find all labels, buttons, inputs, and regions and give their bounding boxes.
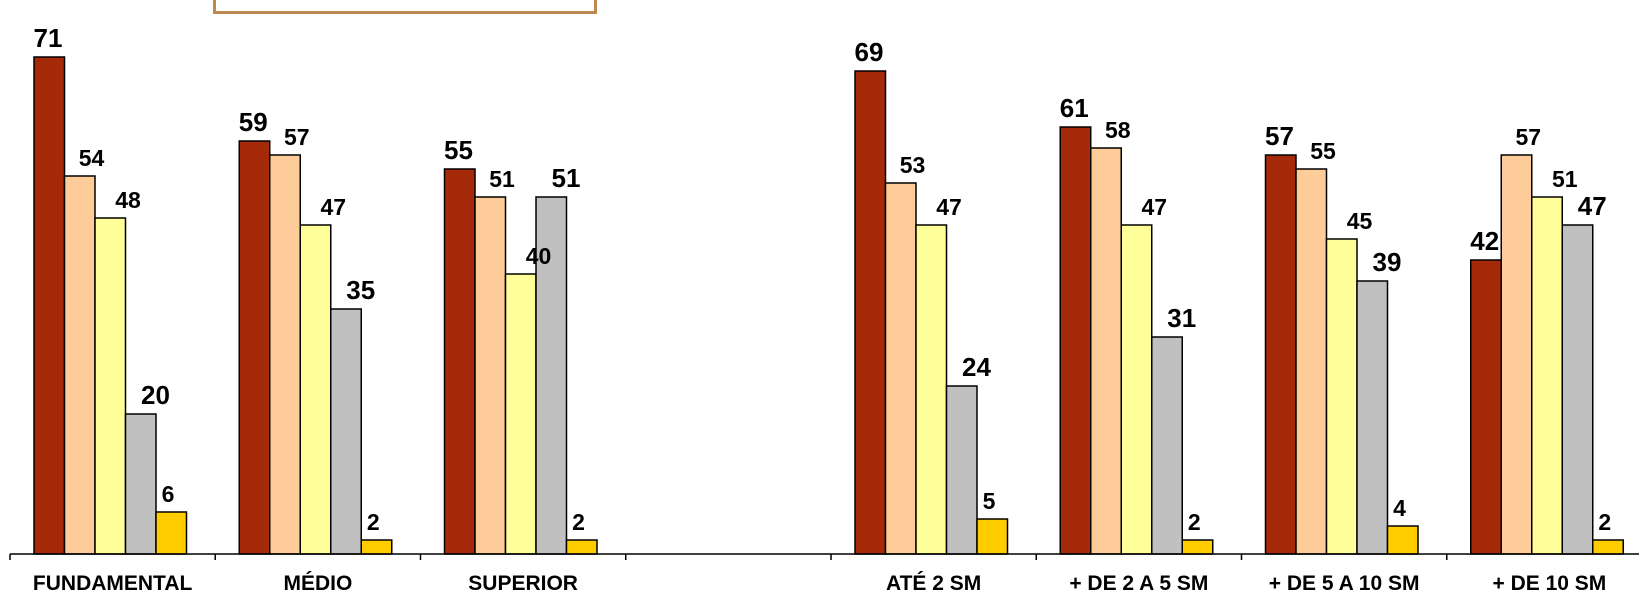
- bar: [854, 70, 887, 555]
- bar: [94, 217, 127, 555]
- data-label: 47: [936, 194, 962, 220]
- data-label: 57: [1515, 124, 1541, 150]
- bar: [1120, 224, 1153, 555]
- bar: [474, 196, 507, 555]
- data-label: 4: [1393, 495, 1406, 521]
- data-label: 47: [1578, 191, 1607, 221]
- bar: [1470, 259, 1502, 555]
- bar: [1151, 336, 1183, 555]
- data-label: 40: [526, 243, 552, 269]
- data-label: 5: [983, 488, 996, 514]
- data-label: 2: [572, 509, 585, 535]
- data-label: 35: [346, 275, 375, 305]
- bar: [269, 154, 301, 555]
- bar: [33, 56, 66, 555]
- bar: [535, 196, 568, 555]
- bar: [299, 224, 332, 555]
- data-label: 55: [444, 135, 473, 165]
- data-label: 31: [1167, 303, 1196, 333]
- bar: [915, 224, 948, 555]
- x-tick-label: + DE 10 SM: [1492, 572, 1606, 595]
- bar: [155, 511, 188, 555]
- data-label: 42: [1470, 226, 1499, 256]
- data-label: 45: [1347, 208, 1373, 234]
- data-label: 2: [1188, 509, 1201, 535]
- legend-box: [213, 0, 597, 14]
- data-label: 69: [855, 37, 884, 67]
- bar: [1561, 224, 1594, 555]
- bar: [1295, 168, 1328, 555]
- bar: [976, 518, 1009, 555]
- bar: [1181, 539, 1214, 555]
- x-tick-label: + DE 2 A 5 SM: [1069, 572, 1208, 595]
- x-tick-label: ATÉ 2 SM: [886, 572, 981, 595]
- bar: [1356, 280, 1389, 555]
- data-label: 47: [1141, 194, 1167, 220]
- data-label: 6: [162, 481, 175, 507]
- data-label: 57: [1265, 121, 1294, 151]
- data-label: 2: [367, 509, 380, 535]
- bar: [124, 413, 157, 555]
- data-label: 61: [1060, 93, 1089, 123]
- bars-layer: [33, 56, 1624, 555]
- data-label: 59: [239, 107, 268, 137]
- bar: [1059, 126, 1092, 555]
- data-label: 48: [115, 187, 141, 213]
- bar: [238, 140, 271, 555]
- x-tick-label: SUPERIOR: [468, 572, 578, 595]
- bar: [1500, 154, 1533, 555]
- bar: [945, 385, 978, 555]
- data-label: 39: [1373, 247, 1402, 277]
- data-label: 2: [1598, 509, 1611, 535]
- data-label: 54: [79, 145, 105, 171]
- bar: [330, 308, 362, 555]
- data-label: 51: [1552, 166, 1578, 192]
- bar: [565, 539, 598, 555]
- data-label: 20: [141, 380, 170, 410]
- data-label: 51: [552, 163, 581, 193]
- bar: [884, 182, 917, 555]
- bar: [1325, 238, 1358, 555]
- data-label: 58: [1105, 117, 1131, 143]
- bar: [1531, 196, 1563, 555]
- data-label: 53: [900, 152, 926, 178]
- x-tick-label: FUNDAMENTAL: [33, 572, 193, 595]
- data-label: 55: [1310, 138, 1336, 164]
- bar: [443, 168, 476, 555]
- bar: [1386, 525, 1419, 555]
- x-tick-label: MÉDIO: [283, 572, 352, 595]
- bar: [1264, 154, 1297, 555]
- x-axis: FUNDAMENTAL MÉDIO SUPERIOR ATÉ 2 SM + DE 2 A…: [9, 553, 1639, 595]
- bar: [1592, 539, 1624, 555]
- data-label: 51: [489, 166, 515, 192]
- bar: [63, 175, 96, 555]
- bar: [360, 539, 393, 555]
- bar: [504, 273, 537, 555]
- data-label: 71: [34, 23, 63, 53]
- data-label: 57: [284, 124, 310, 150]
- bar: [1090, 147, 1122, 555]
- data-label: 24: [962, 352, 991, 382]
- data-label: 47: [320, 194, 346, 220]
- x-tick-label: + DE 5 A 10 SM: [1269, 572, 1420, 595]
